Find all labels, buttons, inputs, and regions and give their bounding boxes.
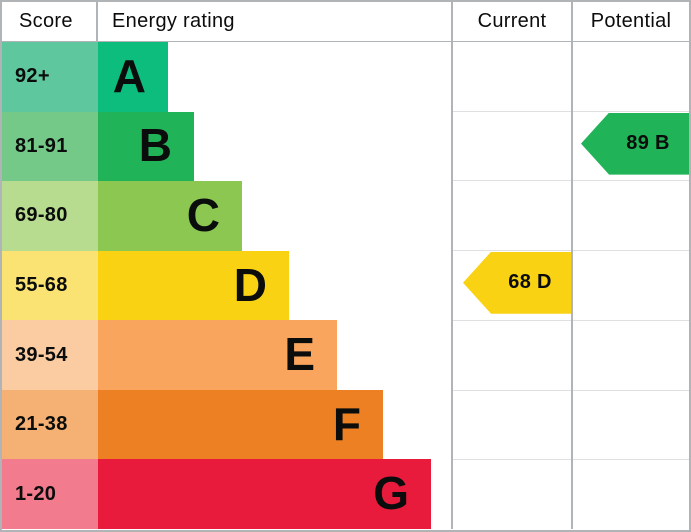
band-b-letter: B: [138, 119, 172, 172]
header-score-label: Score: [19, 10, 73, 32]
band-g-bar: G: [98, 459, 431, 530]
header-potential: Potential: [571, 2, 689, 41]
band-row-f: 21-38 F: [2, 389, 689, 460]
band-a-letter: A: [112, 49, 146, 102]
band-a-bar: A: [98, 42, 168, 112]
band-row-a: 92+ A: [2, 42, 689, 112]
band-b-bar: B: [98, 111, 194, 182]
band-f-score-range: 21-38: [2, 389, 98, 460]
header-energy-rating-label: Energy rating: [112, 10, 235, 32]
band-d-score-range: 55-68: [2, 250, 98, 321]
potential-rating-label: 89 B: [626, 132, 670, 155]
current-rating-label: 68 D: [508, 271, 552, 294]
bands: 92+ A 81-91 B 69-80 C 55-68 D 39-54 E 21-38 F 1-20 G: [2, 42, 689, 530]
band-row-e: 39-54 E: [2, 320, 689, 390]
band-g-score-range: 1-20: [2, 459, 98, 530]
band-row-c: 69-80 C: [2, 181, 689, 251]
band-c-score-range: 69-80: [2, 181, 98, 251]
header-energy-rating: Energy rating: [98, 2, 451, 41]
band-c-letter: C: [186, 188, 220, 241]
band-f-bar: F: [98, 389, 383, 460]
band-e-bar: E: [98, 320, 337, 390]
header-current-label: Current: [477, 10, 547, 32]
band-b-score-range: 81-91: [2, 111, 98, 182]
band-d-bar: D: [98, 250, 289, 321]
band-g-letter: G: [373, 467, 409, 520]
header-score: Score: [2, 2, 98, 41]
band-d-letter: D: [233, 258, 267, 311]
band-a-score-range: 92+: [2, 42, 98, 112]
chart-body: 92+ A 81-91 B 69-80 C 55-68 D 39-54 E 21-38 F 1-20 G …: [2, 42, 689, 530]
header-current: Current: [451, 2, 571, 41]
band-e-letter: E: [284, 328, 315, 381]
header-potential-label: Potential: [590, 10, 672, 32]
band-c-bar: C: [98, 181, 242, 251]
band-f-letter: F: [332, 397, 361, 450]
band-row-b: 81-91 B: [2, 111, 689, 182]
header-row: Score Energy rating Current Potential: [2, 2, 689, 42]
band-row-d: 55-68 D: [2, 250, 689, 321]
band-e-score-range: 39-54: [2, 320, 98, 390]
band-row-g: 1-20 G: [2, 459, 689, 530]
